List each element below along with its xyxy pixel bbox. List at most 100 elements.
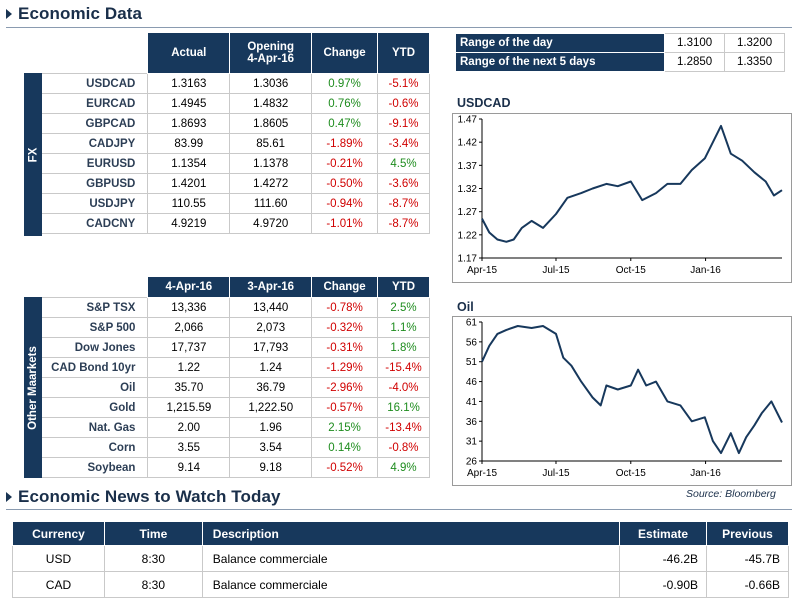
market-row-col1: 1.22 — [147, 357, 231, 378]
fx-row-actual: 1.3163 — [147, 73, 231, 94]
fx-row-actual: 1.1354 — [147, 153, 231, 174]
market-row-ytd: -15.4% — [377, 357, 430, 378]
section-divider — [6, 27, 792, 28]
table-row: Soybean 9.14 9.18 -0.52% 4.9% — [42, 457, 430, 478]
usdcad-frame — [452, 113, 792, 283]
fx-row-actual: 1.8693 — [147, 113, 231, 134]
market-row-col2: 17,793 — [229, 337, 313, 358]
oil-y-tick-label: 26 — [466, 457, 478, 468]
news-row-currency: CAD — [12, 571, 105, 598]
news-table: Currency Time Description Estimate Previ… — [12, 521, 789, 598]
market-row-col2: 3.54 — [229, 437, 313, 458]
oil-x-tick-label: Jul-15 — [542, 468, 570, 479]
market-row-ytd: -13.4% — [377, 417, 430, 438]
news-header-description: Description — [201, 521, 621, 546]
fx-row-opening: 4.9720 — [229, 213, 313, 234]
fx-row-name: GBPUSD — [42, 173, 149, 194]
market-row-ytd: -0.8% — [377, 437, 430, 458]
fx-row-ytd: -3.6% — [377, 173, 430, 194]
market-row-change: 0.14% — [311, 437, 379, 458]
market-row-col1: 3.55 — [147, 437, 231, 458]
table-row: EURUSD 1.1354 1.1378 -0.21% 4.5% — [42, 153, 430, 174]
usdcad-series-line — [481, 124, 783, 243]
usdcad-chart-title: USDCAD — [457, 96, 511, 110]
market-row-change: -0.57% — [311, 397, 379, 418]
market-row-col1: 1,215.59 — [147, 397, 231, 418]
table-row: S&P TSX 13,336 13,440 -0.78% 2.5% — [42, 297, 430, 318]
range-row: Range of the next 5 days 1.2850 1.3350 — [454, 52, 785, 72]
table-row: Gold 1,215.59 1,222.50 -0.57% 16.1% — [42, 397, 430, 418]
market-row-col1: 35.70 — [147, 377, 231, 398]
markets-table: 4-Apr-16 3-Apr-16 Change YTD S&P TSX 13,3… — [42, 276, 430, 478]
news-row-currency: USD — [12, 545, 105, 572]
oil-y-tick-label: 61 — [466, 318, 478, 329]
news-row-previous: -45.7B — [706, 545, 789, 572]
market-row-name: Oil — [42, 377, 149, 398]
fx-side-label: FX — [24, 73, 42, 236]
fx-row-change: 0.97% — [311, 73, 379, 94]
market-row-ytd: 16.1% — [377, 397, 430, 418]
economic-data-heading: Economic Data — [6, 4, 142, 24]
market-row-name: Gold — [42, 397, 149, 418]
news-row-description: Balance commerciale — [201, 571, 621, 598]
fx-row-change: -0.50% — [311, 173, 379, 194]
usdcad-y-tick-label: 1.17 — [458, 254, 478, 265]
oil-frame — [452, 316, 792, 486]
table-row: USD 8:30 Balance commerciale -46.2B -45.7B — [12, 545, 789, 572]
markets-header-change: Change — [311, 276, 379, 298]
usdcad-y-tick-label: 1.37 — [458, 161, 478, 172]
market-row-change: -0.32% — [311, 317, 379, 338]
news-header-previous: Previous — [706, 521, 789, 546]
market-row-col2: 36.79 — [229, 377, 313, 398]
table-row: Corn 3.55 3.54 0.14% -0.8% — [42, 437, 430, 458]
news-heading: Economic News to Watch Today — [6, 487, 281, 507]
fx-header-spacer — [42, 32, 148, 74]
range-row: Range of the day 1.3100 1.3200 — [454, 33, 785, 53]
fx-row-ytd: -0.6% — [377, 93, 430, 114]
fx-row-opening: 1.3036 — [229, 73, 313, 94]
usdcad-y-tick-label: 1.22 — [458, 230, 478, 241]
fx-row-name: EURUSD — [42, 153, 149, 174]
fx-row-opening: 1.8605 — [229, 113, 313, 134]
news-row-time: 8:30 — [103, 571, 203, 598]
fx-header-ytd: YTD — [377, 32, 430, 74]
market-row-col1: 9.14 — [147, 457, 231, 478]
fx-row-ytd: 4.5% — [377, 153, 430, 174]
market-row-change: 2.15% — [311, 417, 379, 438]
table-row: GBPCAD 1.8693 1.8605 0.47% -9.1% — [42, 113, 430, 134]
usdcad-x-tick-label: Apr-15 — [467, 265, 497, 276]
fx-row-change: -1.01% — [311, 213, 379, 234]
news-header-estimate: Estimate — [619, 521, 708, 546]
fx-header-change: Change — [311, 32, 379, 74]
usdcad-x-tick-label: Jul-15 — [542, 265, 570, 276]
news-row-description: Balance commerciale — [201, 545, 621, 572]
range-high: 1.3200 — [724, 33, 785, 53]
fx-header-actual: Actual — [147, 32, 231, 74]
fx-row-actual: 83.99 — [147, 133, 231, 154]
table-row: S&P 500 2,066 2,073 -0.32% 1.1% — [42, 317, 430, 338]
table-row: CADJPY 83.99 85.61 -1.89% -3.4% — [42, 133, 430, 154]
market-row-col2: 2,073 — [229, 317, 313, 338]
fx-table: Actual Opening 4-Apr-16 Change YTD USDCAD… — [42, 32, 430, 234]
table-row: Oil 35.70 36.79 -2.96% -4.0% — [42, 377, 430, 398]
usdcad-y-tick-label: 1.32 — [458, 184, 478, 195]
market-row-col2: 1.24 — [229, 357, 313, 378]
market-row-name: Nat. Gas — [42, 417, 149, 438]
market-row-name: Corn — [42, 437, 149, 458]
section-divider — [6, 509, 792, 510]
market-row-name: S&P 500 — [42, 317, 149, 338]
market-row-col2: 1,222.50 — [229, 397, 313, 418]
fx-row-ytd: -5.1% — [377, 73, 430, 94]
market-row-name: Soybean — [42, 457, 149, 478]
fx-row-ytd: -8.7% — [377, 193, 430, 214]
news-header-time: Time — [103, 521, 203, 546]
fx-row-opening: 1.4832 — [229, 93, 313, 114]
market-row-col2: 13,440 — [229, 297, 313, 318]
fx-row-ytd: -3.4% — [377, 133, 430, 154]
fx-row-ytd: -8.7% — [377, 213, 430, 234]
oil-y-tick-label: 41 — [466, 397, 478, 408]
range-table: Range of the day 1.3100 1.3200 Range of the… — [454, 33, 785, 72]
fx-row-name: CADCNY — [42, 213, 149, 234]
table-row: EURCAD 1.4945 1.4832 0.76% -0.6% — [42, 93, 430, 114]
oil-x-tick-label: Jan-16 — [690, 468, 721, 479]
